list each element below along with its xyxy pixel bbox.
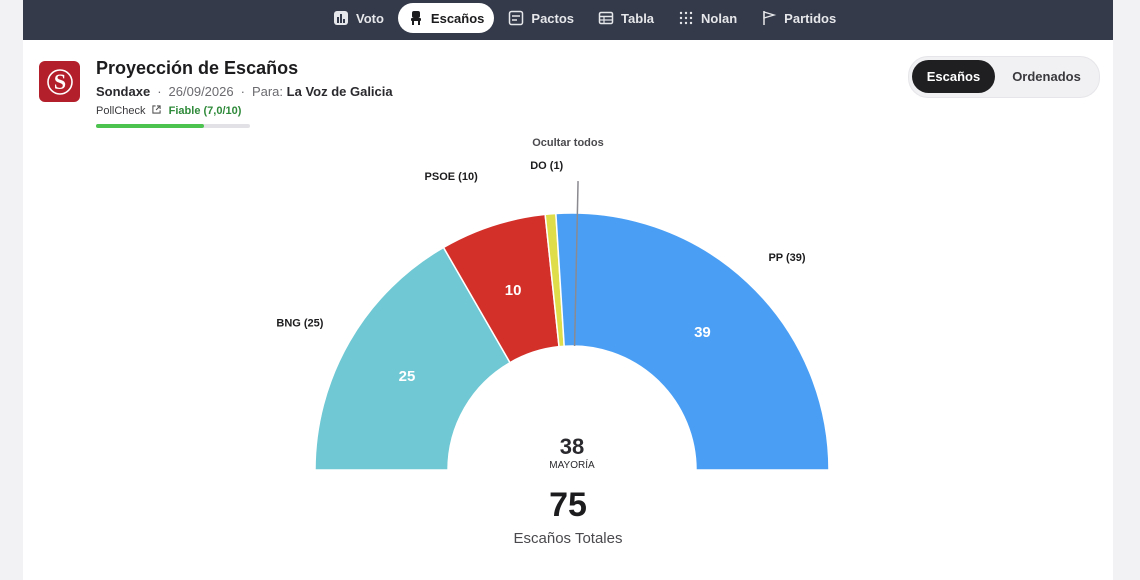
bar-chart-icon	[334, 11, 348, 25]
reliability-rating: Fiable (7,0/10)	[168, 105, 242, 117]
chair-icon	[410, 11, 421, 25]
majority-label: MAYORÍA	[549, 458, 595, 471]
toggle-ordenados-button[interactable]: Ordenados	[1012, 69, 1081, 84]
grid-dots-icon	[679, 11, 693, 25]
svg-text:S: S	[53, 69, 65, 94]
seat-label-psoe: PSOE (10)	[425, 171, 479, 183]
poll-meta: Sondaxe · 26/09/2026 · Para: La Voz de Galic…	[96, 84, 393, 99]
tab-partidos[interactable]: Partidos	[751, 3, 846, 33]
seat-projection-card: S Proyección de Escaños Sondaxe · 26/09/20…	[23, 40, 1113, 580]
tab-pactos-label: Pactos	[531, 10, 575, 26]
tab-partidos-label: Partidos	[784, 10, 837, 26]
pollcheck-link[interactable]: PollCheck	[96, 105, 146, 117]
total-seats-label: Escaños Totales	[513, 530, 623, 547]
external-link-icon[interactable]	[151, 105, 161, 114]
view-toggle: Escaños Ordenados	[908, 56, 1100, 98]
pollster-name: Sondaxe	[96, 84, 151, 99]
seat-label-do: DO (1)	[530, 160, 563, 172]
seat-label-pp: PP (39)	[768, 252, 805, 264]
tab-voto[interactable]: Voto	[323, 3, 394, 33]
sondaxe-logo-icon: S	[46, 69, 73, 95]
tab-voto-label: Voto	[356, 10, 384, 26]
top-navigation-bar: Voto Escaños Pactos Tabla Nolan Partidos	[23, 0, 1113, 40]
tab-pactos[interactable]: Pactos	[498, 3, 584, 33]
tab-escanos-label: Escaños	[430, 10, 485, 26]
seat-value-psoe: 10	[505, 282, 522, 299]
reliability-bar-fill	[96, 124, 204, 128]
pollcheck-row: PollCheck Fiable (7,0/10)	[96, 105, 241, 117]
client-name: La Voz de Galicia	[286, 84, 393, 99]
flag-icon	[763, 11, 777, 25]
seat-segment-pp	[555, 212, 830, 471]
pollster-logo: S	[39, 61, 80, 102]
tab-escanos[interactable]: Escaños	[397, 3, 495, 33]
majority-marker-line	[573, 181, 579, 347]
seat-semicircle-chart: 25 BNG (25) 10 PSOE (10) DO (1) 39 PP (39) 38MA…	[276, 160, 830, 471]
tab-tabla-label: Tabla	[621, 10, 655, 26]
hide-all-button[interactable]: Ocultar todos	[532, 137, 604, 149]
seat-label-bng: BNG (25)	[276, 318, 323, 330]
seat-value-pp: 39	[694, 324, 711, 341]
table-icon	[598, 11, 614, 25]
toggle-escanos-button[interactable]: Escaños	[912, 60, 995, 93]
majority-number: 38	[560, 434, 584, 459]
view-tabs: Voto Escaños Pactos Tabla Nolan Partidos	[323, 2, 846, 34]
pacts-icon	[509, 10, 524, 26]
reliability-bar	[96, 124, 250, 128]
tab-tabla[interactable]: Tabla	[588, 3, 664, 33]
seat-segment-bng	[314, 246, 512, 471]
poll-date: 26/09/2026	[168, 84, 234, 99]
client-label: Para:	[251, 84, 284, 99]
seat-value-bng: 25	[399, 368, 416, 385]
tab-nolan[interactable]: Nolan	[668, 3, 747, 33]
total-seats-number: 75	[549, 486, 587, 524]
tab-nolan-label: Nolan	[701, 10, 738, 26]
page-title: Proyección de Escaños	[96, 58, 299, 78]
